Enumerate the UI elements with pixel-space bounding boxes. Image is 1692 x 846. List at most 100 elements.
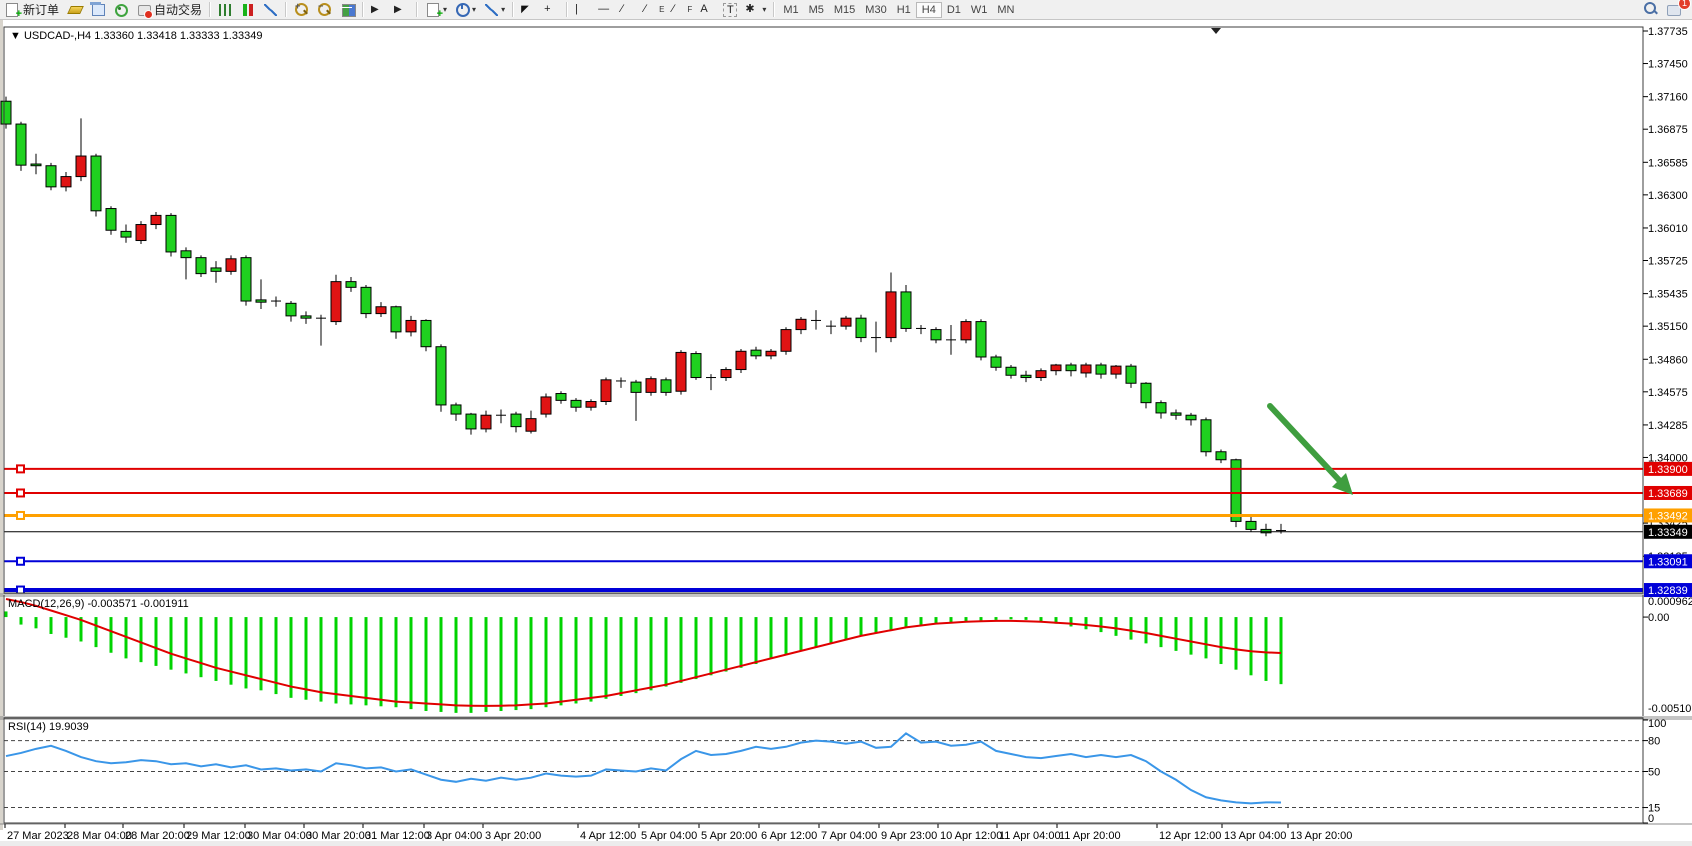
timeframe-button-H1[interactable]: H1 [896, 3, 911, 16]
market-button[interactable] [64, 1, 85, 18]
candle-body [930, 329, 942, 341]
macd-histogram-bar [34, 617, 38, 629]
chart-shift-marker[interactable] [1211, 28, 1221, 34]
zoom-out-button[interactable]: − [314, 1, 335, 18]
timeframe-button-D1[interactable]: D1 [946, 3, 961, 16]
timeframe-button-M30[interactable]: M30 [865, 3, 887, 16]
candle-body [975, 321, 987, 358]
macd-histogram-bar [979, 617, 983, 621]
candle-body [0, 100, 12, 125]
candle-body [450, 404, 462, 415]
chart-shift-button[interactable]: ▶ [391, 1, 412, 18]
timeframe-button-W1[interactable]: W1 [970, 3, 988, 16]
macd-histogram-bar [964, 617, 968, 622]
periods-dropdown[interactable]: ▾ [452, 1, 479, 18]
zoom-in-button[interactable]: + [291, 1, 312, 18]
macd-histogram-bar [709, 617, 713, 676]
candle-body [1035, 370, 1047, 379]
line-handle[interactable] [16, 510, 25, 520]
arrow-annotation-head[interactable] [1332, 473, 1353, 495]
rsi-axis-label: 50 [1648, 767, 1660, 779]
indicators-dropdown[interactable]: ▾ [422, 1, 450, 20]
time-tick-label: 4 Apr 12:00 [580, 830, 636, 842]
candle-body [285, 302, 297, 317]
candle-body [885, 291, 897, 339]
macd-label: MACD(12,26,9) -0.003571 -0.001911 [8, 598, 189, 610]
notifications-button[interactable]: 1 [1664, 0, 1691, 18]
vertical-line-button[interactable]: | [572, 1, 593, 18]
signals-button[interactable] [110, 1, 131, 18]
trendline-button[interactable]: ∕ [618, 1, 639, 18]
price-label-chip-text: 1.33091 [1648, 556, 1688, 568]
macd-histogram-bar [829, 617, 833, 644]
candle-body [1185, 414, 1197, 421]
timeframe-button-MN[interactable]: MN [997, 3, 1015, 16]
window-button[interactable] [87, 1, 108, 18]
price-label-chip [1644, 461, 1692, 476]
candle-body [1065, 364, 1077, 372]
macd-histogram-bar [649, 617, 653, 691]
candle-body [765, 350, 777, 357]
candle-body [330, 281, 342, 323]
line-handle[interactable] [16, 556, 25, 566]
new-order-button[interactable]: 新订单 [1, 1, 62, 20]
timeframe-button-M5[interactable]: M5 [808, 3, 824, 16]
template-icon [485, 3, 499, 16]
channel-button[interactable]: ∕ E [641, 1, 667, 18]
line-handle[interactable] [16, 585, 25, 595]
time-tick-label: 31 Mar 12:00 [365, 830, 430, 842]
macd-histogram-bar [319, 617, 323, 702]
candle-body [390, 306, 402, 333]
text-tool-button[interactable]: A [697, 1, 718, 18]
tile-windows-button[interactable] [337, 1, 358, 18]
candle-body [345, 281, 357, 288]
macd-histogram-bar [994, 617, 998, 620]
chart-canvas[interactable]: 1.37735 1.37450 1.37160 1.36875 1.36585 1.363… [0, 20, 1692, 846]
cursor-button[interactable]: ◤ [518, 1, 539, 18]
time-tick-label: 11 Apr 20:00 [1059, 830, 1121, 842]
horizontal-line-button[interactable]: — [595, 1, 616, 18]
arrows-dropdown[interactable]: ✱ ▾ [742, 1, 769, 18]
candle-body [45, 165, 57, 188]
bar-chart-button[interactable] [215, 1, 235, 18]
arrow-annotation[interactable] [1267, 403, 1342, 483]
line-handle[interactable] [16, 488, 25, 498]
candle-body [405, 319, 417, 333]
macd-histogram-bar [559, 617, 563, 706]
candle-body [1140, 382, 1152, 404]
macd-histogram-bar [94, 617, 98, 648]
candlestick-button[interactable] [237, 1, 258, 18]
candle-body [1200, 419, 1212, 453]
search-button[interactable] [1641, 1, 1662, 18]
candle-body [1080, 364, 1092, 374]
auto-scroll-icon: ▶ [371, 4, 379, 15]
auto-scroll-button[interactable]: ▶ [368, 1, 389, 18]
timeframe-button-H4[interactable]: H4 [915, 1, 942, 18]
dropdown-arrow-icon: ▾ [501, 5, 506, 14]
price-label-chip [1644, 524, 1692, 539]
rsi-label: RSI(14) 19.9039 [8, 721, 89, 733]
line-chart-button[interactable] [260, 1, 281, 18]
time-tick-label: 27 Mar 2023 [7, 830, 69, 842]
templates-dropdown[interactable]: ▾ [481, 1, 508, 18]
label-tool-button[interactable]: T [720, 1, 740, 18]
candle-body [1155, 402, 1167, 414]
rsi-axis-label: 80 [1648, 736, 1660, 748]
autotrading-button[interactable]: 自动交易 [133, 1, 205, 18]
chart-window[interactable]: 1.37735 1.37450 1.37160 1.36875 1.36585 1.363… [0, 20, 1692, 846]
timeframe-button-M15[interactable]: M15 [833, 3, 856, 16]
macd-histogram-bar [724, 617, 728, 672]
line-handle[interactable] [16, 464, 25, 474]
channel-sub-label: E [659, 5, 665, 14]
chart-title[interactable]: ▼ USDCAD-,H4 1.33360 1.33418 1.33333 1.3… [10, 30, 262, 42]
toolbar-separator [416, 2, 419, 17]
price-tick-label: 1.34000 [1648, 452, 1688, 464]
candle-body [840, 317, 852, 327]
macd-histogram-bar [289, 617, 293, 698]
macd-histogram-bar [1159, 617, 1163, 648]
fibonacci-button[interactable]: ∕ F [669, 1, 695, 18]
candle-body [240, 257, 252, 302]
candle-body [90, 155, 102, 212]
timeframe-button-M1[interactable]: M1 [783, 3, 799, 16]
crosshair-button[interactable]: + [541, 1, 562, 18]
